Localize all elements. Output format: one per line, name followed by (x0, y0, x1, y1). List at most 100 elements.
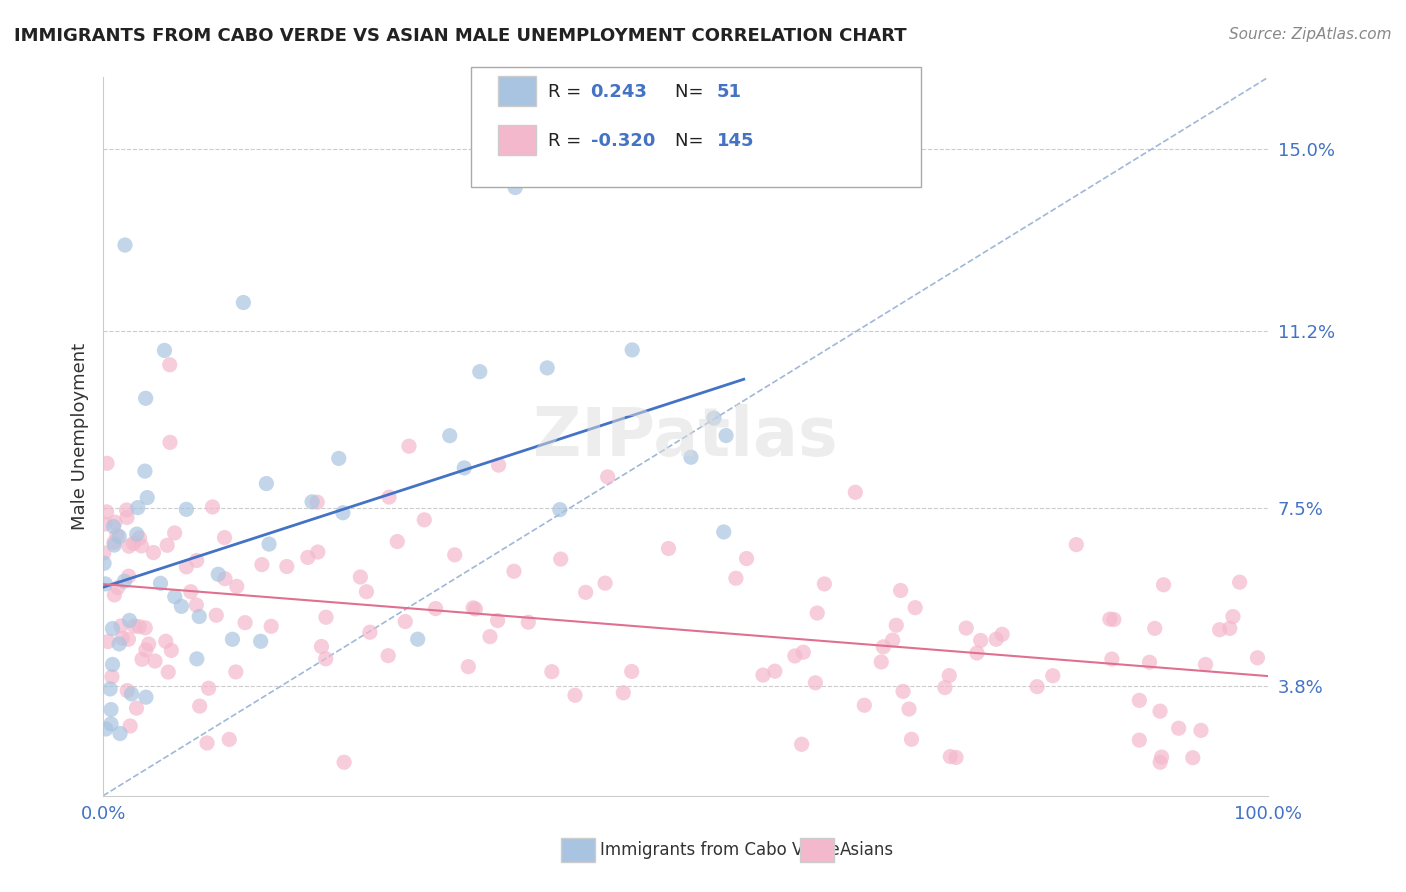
Text: 51: 51 (717, 83, 742, 101)
Text: -0.320: -0.320 (591, 132, 655, 150)
Point (443, 548, 465, 562)
Point (159, 358, 181, 372)
Point (356, 584, 378, 599)
Point (153, 343, 176, 358)
Text: 145: 145 (717, 132, 755, 150)
Point (1189, 723, 1212, 738)
Point (297, 550, 319, 565)
Text: Source: ZipAtlas.com: Source: ZipAtlas.com (1229, 27, 1392, 42)
Point (1150, 750, 1173, 764)
Point (143, 654, 166, 668)
Point (486, 614, 509, 628)
Point (188, 609, 211, 624)
Point (101, 657, 124, 672)
Point (93, 556, 115, 570)
Point (131, 539, 153, 553)
Point (103, 519, 125, 533)
Point (882, 633, 904, 648)
Point (127, 500, 149, 515)
Point (100, 702, 122, 716)
Point (657, 541, 679, 556)
Point (813, 577, 835, 591)
Text: 0.243: 0.243 (591, 83, 647, 101)
Point (503, 564, 526, 578)
Point (307, 495, 329, 509)
Point (311, 640, 333, 654)
Point (934, 681, 956, 695)
Point (1149, 756, 1171, 770)
Point (104, 515, 127, 529)
Point (679, 450, 702, 465)
Point (276, 559, 298, 574)
Point (157, 665, 180, 679)
Point (233, 615, 256, 630)
Point (1042, 669, 1064, 683)
Point (115, 503, 138, 517)
Point (101, 622, 124, 636)
Text: ZIPatlas: ZIPatlas (533, 403, 838, 469)
Point (301, 495, 323, 509)
Point (125, 701, 148, 715)
Point (170, 599, 193, 614)
Point (221, 632, 243, 647)
Point (134, 621, 156, 635)
Point (790, 737, 813, 751)
Point (735, 551, 758, 566)
Point (945, 750, 967, 764)
Point (536, 360, 558, 375)
Point (205, 608, 228, 623)
Point (159, 435, 181, 450)
Point (870, 655, 893, 669)
Point (463, 600, 485, 615)
Text: R =: R = (548, 132, 588, 150)
Point (333, 756, 356, 770)
Point (249, 634, 271, 648)
Point (564, 688, 586, 702)
Point (359, 625, 381, 640)
Point (117, 569, 139, 583)
Point (612, 686, 634, 700)
Point (103, 538, 125, 552)
Point (135, 690, 157, 705)
Point (142, 545, 165, 559)
Y-axis label: Male Unemployment: Male Unemployment (72, 343, 89, 530)
Point (131, 652, 153, 666)
Point (1167, 721, 1189, 735)
Text: Asians: Asians (839, 841, 893, 859)
Point (1219, 621, 1241, 635)
Point (122, 536, 145, 550)
Point (938, 668, 960, 682)
Point (328, 451, 350, 466)
Text: N=: N= (675, 83, 709, 101)
Point (763, 664, 786, 678)
Point (904, 600, 927, 615)
Text: R =: R = (548, 83, 588, 101)
Point (218, 732, 240, 747)
Point (1229, 575, 1251, 590)
Point (98, 681, 121, 696)
Point (188, 699, 211, 714)
Point (620, 665, 643, 679)
Point (96, 456, 118, 470)
Point (621, 343, 644, 357)
Point (176, 560, 198, 574)
Point (378, 490, 401, 504)
Point (891, 684, 914, 698)
Point (96, 505, 118, 519)
Point (138, 637, 160, 651)
Point (163, 525, 186, 540)
Point (844, 485, 866, 500)
Point (186, 553, 208, 567)
Point (128, 531, 150, 545)
Point (792, 645, 814, 659)
Point (488, 458, 510, 472)
Point (394, 615, 416, 629)
Point (115, 683, 138, 698)
Point (225, 665, 247, 679)
Point (1128, 733, 1150, 747)
Point (94, 722, 117, 736)
Point (806, 606, 828, 620)
Point (540, 665, 562, 679)
Point (232, 295, 254, 310)
Point (464, 602, 486, 616)
